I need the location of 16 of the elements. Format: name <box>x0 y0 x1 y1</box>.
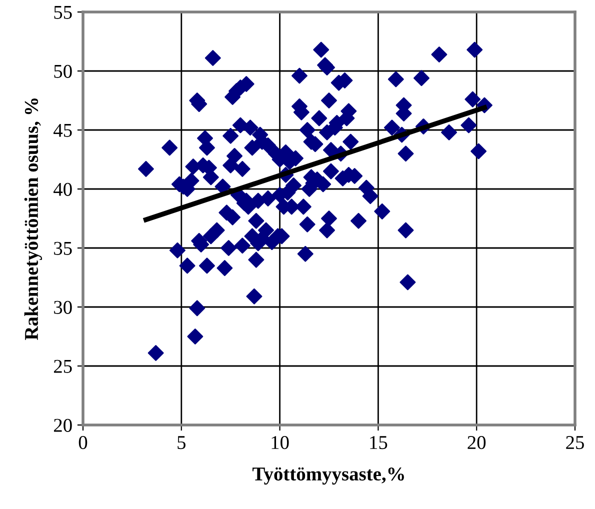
y-tick-label: 40 <box>54 182 72 196</box>
x-tick-label: 5 <box>178 436 186 450</box>
y-tick-label: 25 <box>54 360 72 373</box>
x-axis-title: Työttömyysaste,% <box>252 467 404 485</box>
x-tick-label: 25 <box>566 436 584 450</box>
x-tick-label: 0 <box>78 436 88 450</box>
y-axis-title: Rakennetyöttömien osuus, % <box>24 98 42 340</box>
y-tick-label: 50 <box>54 64 72 78</box>
y-tick-label: 55 <box>54 6 72 19</box>
y-tick-label: 30 <box>54 300 72 314</box>
y-tick-label: 35 <box>54 242 72 255</box>
x-tick-label: 20 <box>468 436 486 450</box>
x-tick-label: 10 <box>272 436 289 450</box>
y-tick-label: 20 <box>54 418 72 432</box>
y-tick-label: 45 <box>54 124 72 137</box>
x-tick-label: 15 <box>370 436 388 450</box>
